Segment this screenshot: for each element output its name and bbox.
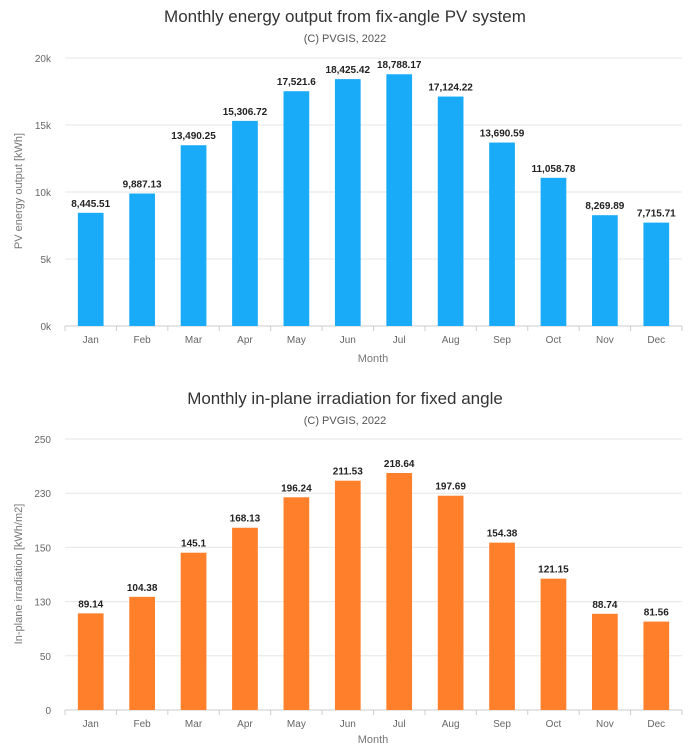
- data-label: 17,521.6: [277, 77, 316, 88]
- bar[interactable]: [386, 74, 413, 326]
- data-label: 168.13: [230, 514, 261, 525]
- y-tick-label: 10k: [35, 188, 52, 199]
- bar[interactable]: [592, 215, 618, 326]
- data-label: 154.38: [487, 529, 518, 540]
- data-label: 8,445.51: [71, 199, 110, 210]
- chart-subtitle: (C) PVGIS, 2022: [304, 33, 387, 45]
- y-tick-label: 20k: [35, 54, 52, 65]
- x-tick-label: Apr: [237, 335, 253, 346]
- bar[interactable]: [643, 222, 670, 326]
- x-tick-label: May: [287, 719, 306, 730]
- data-label: 104.38: [127, 583, 158, 594]
- bar[interactable]: [489, 542, 515, 710]
- bar[interactable]: [129, 193, 155, 326]
- y-tick-label: 15k: [35, 121, 52, 132]
- data-label: 211.53: [333, 467, 363, 478]
- data-label: 13,690.59: [480, 129, 525, 140]
- data-label: 17,124.22: [428, 83, 473, 94]
- bar[interactable]: [437, 96, 464, 326]
- x-tick-label: May: [287, 335, 306, 346]
- data-label: 15,306.72: [223, 107, 268, 118]
- bar[interactable]: [180, 552, 207, 710]
- x-tick-label: Dec: [647, 335, 665, 346]
- irradiation-chart: Monthly in-plane irradiation for fixed a…: [0, 373, 688, 746]
- bar[interactable]: [643, 621, 670, 710]
- bar[interactable]: [77, 613, 104, 710]
- bar[interactable]: [232, 527, 258, 710]
- x-tick-label: Jun: [340, 719, 356, 730]
- x-tick-label: Jun: [340, 335, 356, 346]
- data-label: 18,788.17: [377, 60, 422, 71]
- y-axis-label: PV energy output [kWh]: [13, 133, 25, 249]
- y-tick-label: 5k: [40, 255, 52, 266]
- y-tick-label: 0: [45, 706, 51, 717]
- x-tick-label: Oct: [546, 719, 562, 730]
- data-label: 197.69: [435, 482, 466, 493]
- data-label: 89.14: [78, 599, 103, 610]
- x-tick-label: Aug: [442, 335, 460, 346]
- x-tick-label: Jan: [83, 719, 99, 730]
- chart-title: Monthly energy output from fix-angle PV …: [164, 7, 526, 26]
- data-label: 13,490.25: [171, 131, 216, 142]
- data-label: 18,425.42: [326, 65, 371, 76]
- bar[interactable]: [283, 91, 310, 326]
- x-tick-label: Feb: [134, 719, 152, 730]
- data-label: 145.1: [181, 539, 206, 550]
- bar[interactable]: [489, 142, 515, 326]
- y-tick-label: 150: [34, 543, 51, 554]
- y-axis-label: In-plane irradiation [kWh/m2]: [13, 504, 25, 645]
- plot-area: 0 50 130 150 230 250 89.14 Jan 104.38 Feb 145.1 Mar…: [34, 435, 683, 730]
- data-label: 8,269.89: [585, 201, 624, 212]
- x-tick-label: Apr: [237, 719, 253, 730]
- x-tick-label: Sep: [493, 719, 511, 730]
- bar[interactable]: [386, 472, 413, 710]
- data-label: 81.56: [644, 608, 669, 619]
- chart-title: Monthly in-plane irradiation for fixed a…: [187, 389, 503, 408]
- data-label: 88.74: [592, 600, 617, 611]
- bar[interactable]: [334, 79, 361, 327]
- bar[interactable]: [592, 613, 618, 710]
- y-tick-label: 130: [34, 598, 51, 609]
- chart-subtitle: (C) PVGIS, 2022: [304, 415, 387, 427]
- bar[interactable]: [283, 497, 310, 710]
- x-tick-label: Oct: [546, 335, 562, 346]
- energy-output-chart: Monthly energy output from fix-angle PV …: [0, 0, 688, 373]
- bar[interactable]: [334, 480, 361, 710]
- data-label: 9,887.13: [123, 180, 162, 191]
- x-tick-label: Aug: [442, 719, 460, 730]
- data-label: 218.64: [384, 459, 415, 470]
- x-tick-label: Sep: [493, 335, 511, 346]
- y-tick-label: 230: [34, 489, 51, 500]
- x-tick-label: Dec: [647, 719, 665, 730]
- plot-area: 0k 5k 10k 15k 20k 8,445.51 Jan 9,887.13 Feb 13,49…: [35, 54, 683, 346]
- irradiation-chart-svg: Monthly in-plane irradiation for fixed a…: [13, 389, 683, 746]
- x-tick-label: Mar: [185, 719, 203, 730]
- bar[interactable]: [129, 596, 155, 710]
- x-axis-label: Month: [358, 734, 389, 746]
- y-tick-label: 50: [40, 652, 52, 663]
- data-label: 7,715.71: [637, 209, 676, 220]
- x-tick-label: Nov: [596, 335, 614, 346]
- data-label: 121.15: [538, 565, 569, 576]
- bar[interactable]: [180, 145, 207, 326]
- y-tick-label: 0k: [40, 322, 52, 333]
- data-label: 11,058.78: [531, 164, 575, 175]
- x-tick-label: Feb: [134, 335, 152, 346]
- x-axis-label: Month: [358, 353, 389, 365]
- x-tick-label: Jul: [393, 335, 406, 346]
- bar[interactable]: [437, 495, 464, 710]
- bar[interactable]: [540, 177, 567, 326]
- y-tick-label: 250: [34, 435, 51, 446]
- x-tick-label: Nov: [596, 719, 614, 730]
- bar[interactable]: [232, 120, 258, 326]
- x-tick-label: Mar: [185, 335, 203, 346]
- x-tick-label: Jul: [393, 719, 406, 730]
- data-label: 196.24: [281, 483, 312, 494]
- x-tick-label: Jan: [83, 335, 99, 346]
- bar[interactable]: [77, 212, 104, 326]
- energy-output-chart-svg: Monthly energy output from fix-angle PV …: [13, 7, 683, 365]
- bar[interactable]: [540, 578, 567, 710]
